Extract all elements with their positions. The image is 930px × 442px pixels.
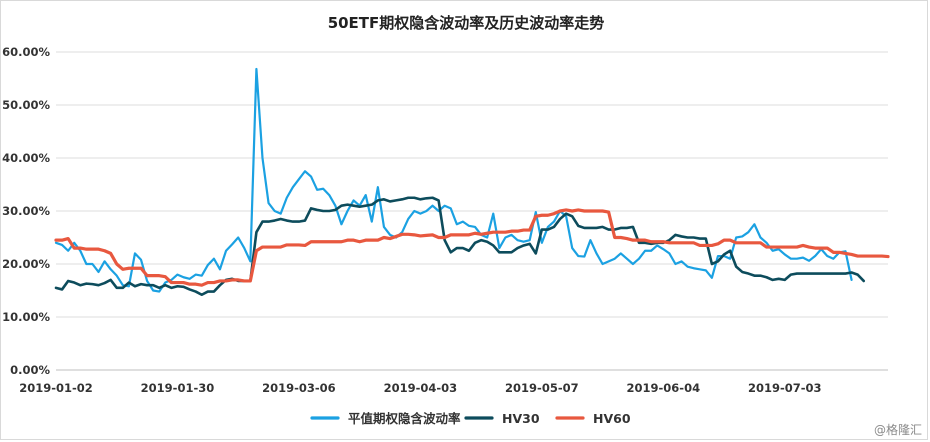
x-axis: 2019-01-02 2019-01-30 2019-03-06 2019-04-03… bbox=[19, 381, 821, 395]
y-tick-label: 10.00% bbox=[2, 310, 50, 324]
y-tick-label: 0.00% bbox=[10, 363, 50, 377]
watermark-text: @格隆汇 bbox=[873, 423, 922, 437]
x-tick-label: 2019-01-30 bbox=[141, 381, 215, 395]
series-line-3 bbox=[54, 208, 890, 287]
y-tick-label: 40.00% bbox=[2, 151, 50, 165]
y-tick-label: 20.00% bbox=[2, 257, 50, 271]
y-tick-label: 60.00% bbox=[2, 45, 50, 59]
legend-label: 平值期权隐含波动率 bbox=[348, 411, 461, 426]
x-tick-label: 2019-04-03 bbox=[384, 381, 458, 395]
y-tick-label: 50.00% bbox=[2, 98, 50, 112]
x-tick-label: 2019-03-06 bbox=[262, 381, 336, 395]
legend-label: HV60 bbox=[593, 411, 631, 426]
y-axis: 0.00% 10.00% 20.00% 30.00% 40.00% 50.00% 60.00… bbox=[2, 45, 50, 377]
chart-title: 50ETF期权隐含波动率及历史波动率走势 bbox=[328, 14, 605, 32]
x-tick-label: 2019-06-04 bbox=[627, 381, 701, 395]
grid-lines bbox=[56, 51, 888, 371]
legend: 平值期权隐含波动率 HV30 HV60 bbox=[310, 411, 631, 426]
x-tick-label: 2019-07-03 bbox=[748, 381, 822, 395]
legend-label: HV30 bbox=[502, 411, 540, 426]
series-line-2 bbox=[54, 196, 866, 297]
series-lines bbox=[54, 67, 890, 297]
x-tick-label: 2019-05-07 bbox=[505, 381, 579, 395]
x-tick-label: 2019-01-02 bbox=[19, 381, 93, 395]
y-tick-label: 30.00% bbox=[2, 204, 50, 218]
series-line-1 bbox=[54, 67, 853, 293]
